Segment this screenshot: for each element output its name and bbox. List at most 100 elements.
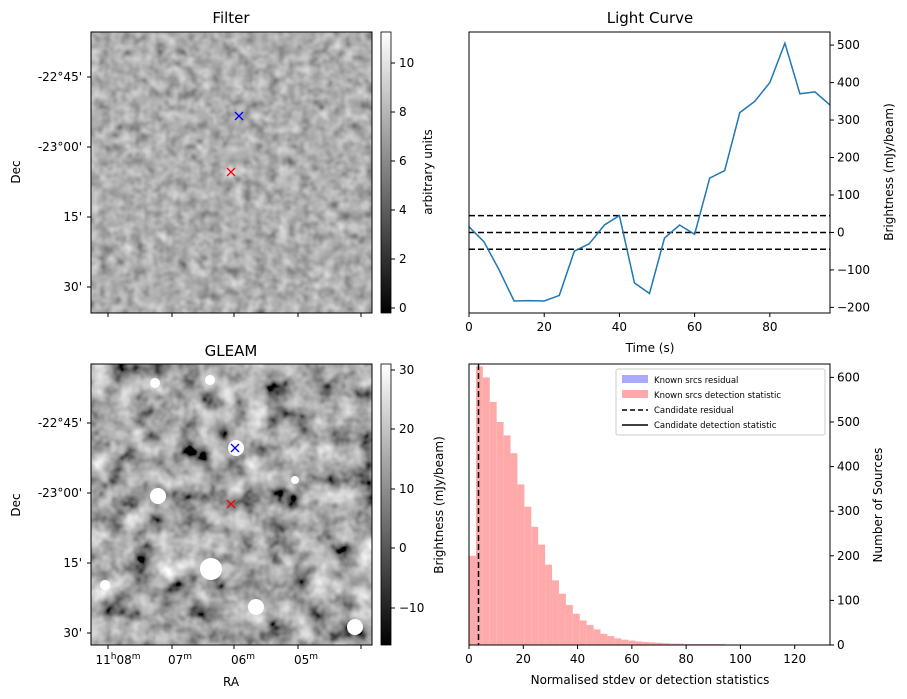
histogram-bar <box>600 633 608 645</box>
histogram-xlabel: Normalised stdev or detection statistics <box>531 673 770 687</box>
gleam-ra-tick-label: 11h08m <box>95 652 140 667</box>
y-tick-label: −200 <box>837 300 870 314</box>
y-tick-label: 200 <box>837 151 860 165</box>
x-tick-label: 20 <box>516 652 531 666</box>
filter-colorbar-tick-label: 10 <box>399 56 414 70</box>
filter-blue-marker <box>234 111 244 121</box>
gleam-bright-sources <box>100 375 363 635</box>
gleam-ra-tick-label: 06m <box>231 652 255 667</box>
histogram-bar <box>655 642 663 645</box>
light-curve-xlabel: Time (s) <box>625 341 675 355</box>
filter-ra-ticks <box>107 313 362 317</box>
gleam-colorbar <box>380 363 392 646</box>
histogram-bar <box>642 641 649 645</box>
y-tick-label: 100 <box>837 593 860 607</box>
histogram-bar <box>648 642 656 645</box>
x-tick-label: 60 <box>624 652 639 666</box>
histogram-bars <box>469 366 816 645</box>
histogram-legend: Known srcs residual Known srcs detection… <box>615 368 826 436</box>
y-tick-label: 200 <box>837 549 860 563</box>
histogram-left-ylabel: Brightness (mJy/beam) <box>432 436 446 574</box>
histogram-bar <box>621 639 629 645</box>
y-tick-label: −100 <box>837 263 870 277</box>
gleam-dec-tick-label: 30' <box>63 626 82 640</box>
filter-colorbar-tick-label: 8 <box>399 105 407 119</box>
filter-colorbar-tick-label: 2 <box>399 252 407 266</box>
histogram-bar <box>593 629 601 645</box>
histogram-bar <box>572 613 580 645</box>
x-tick-label: 0 <box>465 652 473 666</box>
histogram-panel: 0 20 40 60 80 100 120 0 100 200 300 400 500 600 Norm… <box>432 363 885 687</box>
histogram-bar <box>676 643 684 645</box>
gleam-colorbar-tick-label: −10 <box>399 601 424 615</box>
filter-colorbar-label: arbitrary units <box>421 129 435 215</box>
gleam-dec-tick-label: -22°45' <box>38 416 82 430</box>
gleam-colorbar-tick-label: 0 <box>399 541 407 555</box>
light-curve-frame <box>468 31 831 314</box>
light-curve-x-ticks: 0 20 40 60 80 <box>465 313 777 334</box>
gleam-colorbar-tick-label: 10 <box>399 482 414 496</box>
gleam-dec-tick-label: -23°00' <box>38 486 82 500</box>
x-tick-label: 80 <box>762 320 777 334</box>
gleam-colorbar-tick-label: 30 <box>399 363 414 377</box>
histogram-bar <box>475 366 483 645</box>
histogram-bar <box>565 604 573 645</box>
histogram-bar <box>614 638 622 645</box>
gleam-dec-label: Dec <box>9 493 23 516</box>
light-curve-series-line <box>468 40 831 302</box>
x-tick-label: 60 <box>687 320 702 334</box>
y-tick-label: 400 <box>837 460 860 474</box>
gleam-blue-marker <box>230 443 240 453</box>
y-tick-label: 0 <box>837 638 845 652</box>
filter-panel: Filter -22°45' -23°00' 15' 30' Dec <box>9 9 435 317</box>
legend-label: Known srcs detection statistic <box>654 391 781 401</box>
filter-red-marker <box>226 167 236 177</box>
x-tick-label: 120 <box>783 652 806 666</box>
filter-colorbar-tick-label: 4 <box>399 203 407 217</box>
gleam-source <box>291 476 299 484</box>
histogram-bar <box>545 564 553 645</box>
gleam-ra-tick-label: 05m <box>294 652 318 667</box>
histogram-bar <box>496 421 504 645</box>
filter-frame <box>90 31 373 314</box>
y-tick-label: 500 <box>837 415 860 429</box>
gleam-ra-tick-label: 07m <box>168 652 192 667</box>
histogram-bar <box>503 435 511 645</box>
histogram-x-ticks: 0 20 40 60 80 100 120 <box>465 645 806 666</box>
histogram-bar <box>558 593 566 645</box>
filter-title: Filter <box>212 9 250 27</box>
gleam-source <box>205 375 215 385</box>
y-tick-label: 600 <box>837 370 860 384</box>
y-tick-label: 300 <box>837 113 860 127</box>
gleam-frame <box>90 363 373 646</box>
filter-dec-tick-label: 30' <box>63 280 82 294</box>
filter-dec-tick-label: 15' <box>63 210 82 224</box>
y-tick-label: 0 <box>837 225 845 239</box>
histogram-bar <box>579 620 587 645</box>
gleam-source <box>200 558 222 580</box>
y-tick-label: 300 <box>837 504 860 518</box>
y-tick-label: 400 <box>837 76 860 90</box>
filter-colorbar-tick-label: 0 <box>399 301 407 315</box>
histogram-bar <box>628 640 636 645</box>
histogram-bar <box>538 544 546 645</box>
gleam-source <box>150 378 160 388</box>
histogram-bar <box>552 580 559 645</box>
histogram-right-ylabel: Number of Sources <box>871 448 885 563</box>
filter-dec-tick-label: -22°45' <box>38 70 82 84</box>
x-tick-label: 20 <box>537 320 552 334</box>
legend-swatch-residual <box>622 375 648 383</box>
histogram-bar <box>662 643 670 645</box>
x-tick-label: 80 <box>679 652 694 666</box>
histogram-bar <box>635 641 643 645</box>
histogram-bar <box>517 484 525 645</box>
legend-swatch-detection <box>622 390 648 398</box>
filter-colorbar <box>380 31 392 314</box>
gleam-colorbar-tick-label: 20 <box>399 422 414 436</box>
y-tick-label: 500 <box>837 38 860 52</box>
light-curve-ylabel: Brightness (mJy/beam) <box>882 103 896 241</box>
gleam-dec-ticks: -22°45' -23°00' 15' 30' <box>38 416 91 640</box>
x-tick-label: 40 <box>570 652 585 666</box>
light-curve-title: Light Curve <box>607 9 693 27</box>
